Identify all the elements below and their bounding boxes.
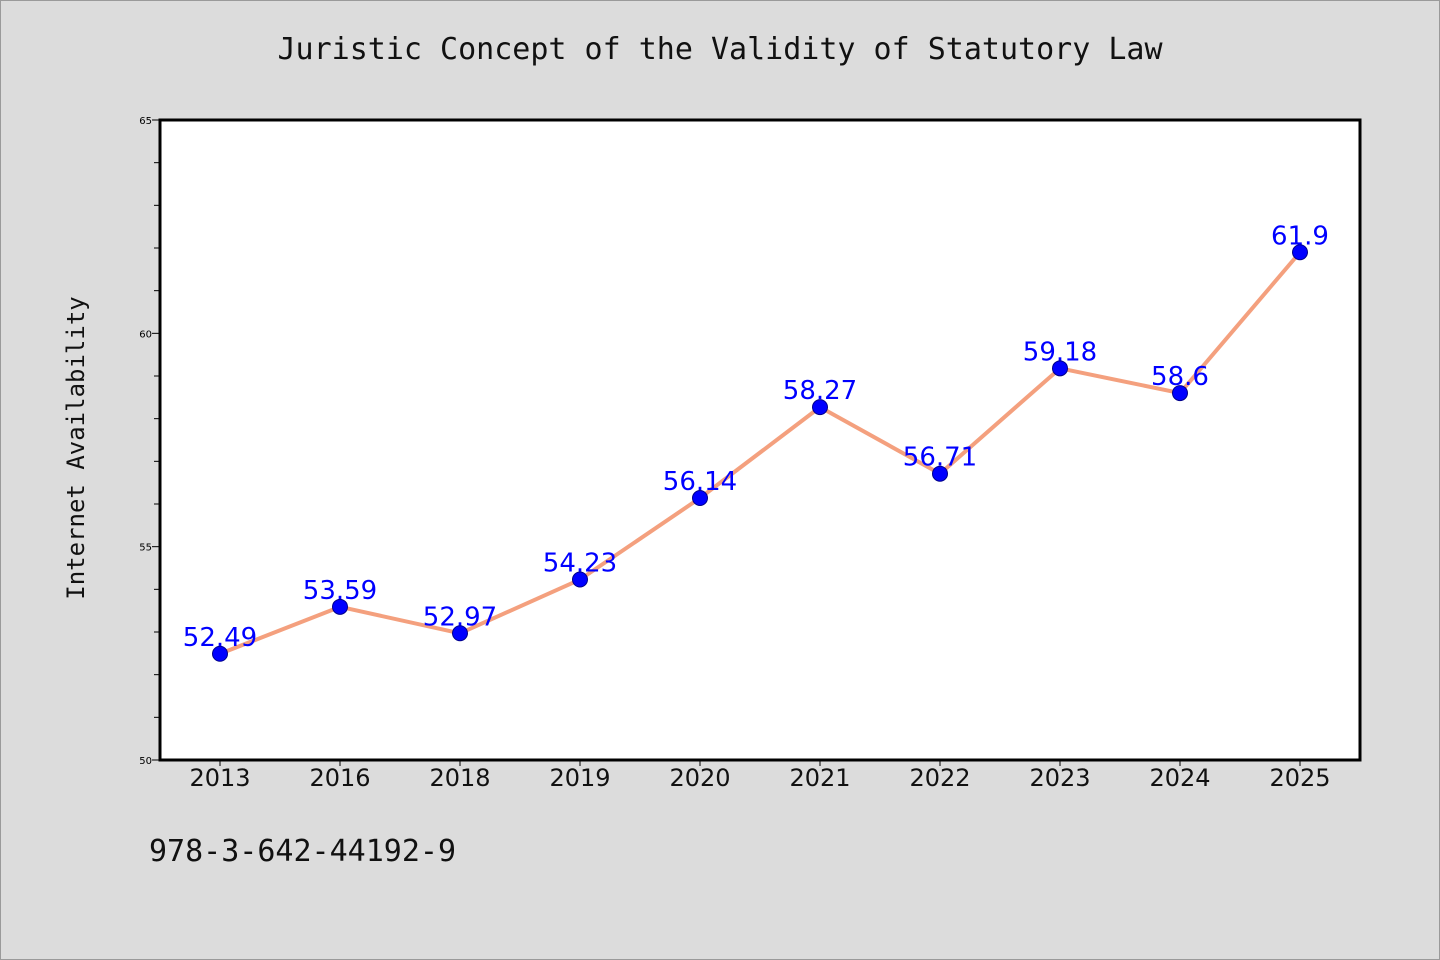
data-label: 58.6 (1151, 362, 1209, 392)
x-tick-label: 2013 (189, 764, 250, 792)
data-label: 58.27 (783, 376, 857, 406)
data-label: 52.49 (183, 623, 257, 653)
x-tick-label: 2019 (549, 764, 610, 792)
x-tick-label: 2016 (309, 764, 370, 792)
x-tick-label: 2020 (669, 764, 730, 792)
y-tick-label: 65 (139, 116, 152, 127)
x-tick-label: 2022 (909, 764, 970, 792)
data-point (1052, 360, 1068, 377)
y-tick-label: 55 (139, 543, 152, 554)
data-point (332, 598, 348, 615)
plot-area (158, 118, 1362, 762)
data-label: 56.71 (903, 443, 977, 473)
data-label: 54.23 (543, 549, 617, 579)
x-tick-label: 2021 (789, 764, 850, 792)
data-point (812, 399, 828, 416)
data-point (212, 645, 228, 662)
data-label: 61.9 (1271, 221, 1329, 251)
data-point (692, 490, 708, 507)
x-tick-label: 2023 (1029, 764, 1090, 792)
data-point (452, 625, 468, 642)
data-point (1292, 244, 1308, 261)
y-tick-label: 50 (139, 756, 152, 767)
x-tick-label: 2018 (429, 764, 490, 792)
data-label: 56.14 (663, 467, 737, 497)
data-point (572, 571, 588, 588)
data-label: 53.59 (303, 576, 377, 606)
data-label: 52.97 (423, 602, 497, 632)
chart-title: Juristic Concept of the Validity of Stat… (277, 32, 1163, 67)
isbn-text: 978-3-642-44192-9 (149, 834, 457, 869)
x-tick-label: 2025 (1269, 764, 1330, 792)
data-label: 59.18 (1023, 337, 1097, 367)
data-point (932, 465, 948, 482)
data-point (1172, 385, 1188, 402)
series-line (219, 250, 1302, 656)
x-tick-label: 2024 (1149, 764, 1210, 792)
y-tick-label: 60 (139, 329, 152, 340)
